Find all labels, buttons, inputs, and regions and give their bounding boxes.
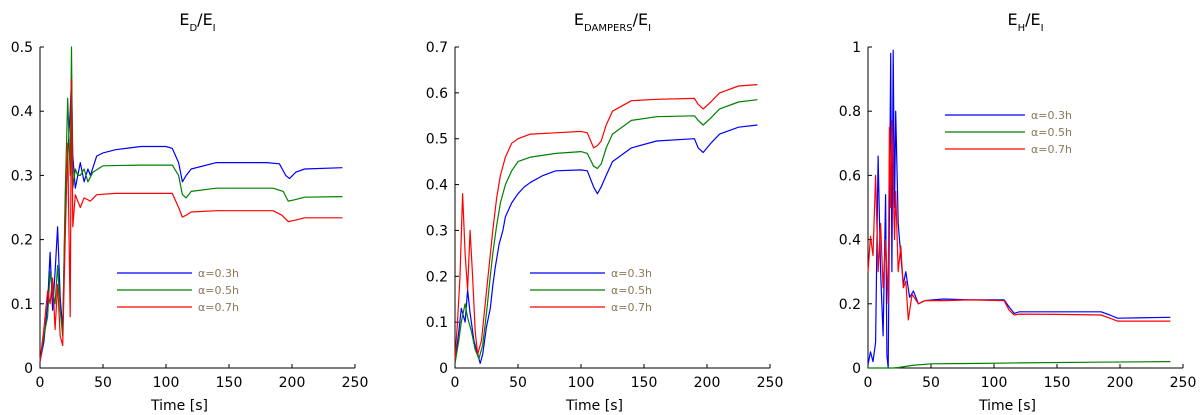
x-tick-label: 150	[216, 375, 243, 391]
x-tick-label: 150	[1044, 375, 1071, 391]
x-axis-label: Time [s]	[565, 398, 623, 414]
chart-title: ED/EI	[179, 10, 215, 34]
series-line-2	[868, 361, 1171, 369]
series-line-3	[39, 78, 343, 362]
y-tick-label: 0.2	[426, 269, 448, 285]
title-slash: /E	[1025, 10, 1041, 29]
y-tick-label: 0.5	[11, 40, 33, 56]
y-tick-label: 0.4	[426, 178, 448, 194]
x-tick-label: 100	[153, 375, 180, 391]
x-tick-label: 100	[981, 375, 1008, 391]
series-line-1	[39, 78, 343, 362]
x-tick-label: 200	[279, 375, 306, 391]
series-line-2	[39, 46, 343, 362]
title-main: E	[1007, 10, 1017, 29]
chart-1: ED/EI 0 50 100 150 200 250 0 0.1 0.2 0.3 0.4 0.5 Time…	[11, 10, 369, 414]
x-tick-label: 0	[864, 375, 873, 391]
legend-label-1: α=0.3h	[611, 267, 652, 280]
chart-title: EDAMPERS/EI	[574, 10, 651, 34]
axes	[867, 47, 1183, 369]
x-tick-label: 0	[451, 375, 460, 391]
title-main-sub: DAMPERS	[584, 23, 633, 34]
y-tick-label: 0	[852, 361, 861, 377]
axes	[39, 47, 355, 369]
series-line-3	[454, 84, 758, 359]
legend-label-1: α=0.3h	[1031, 109, 1072, 122]
x-tick-label: 150	[631, 375, 658, 391]
title-main: E	[574, 10, 584, 29]
y-tick-label: 0.6	[426, 86, 448, 102]
legend: α=0.3h α=0.5h α=0.7h	[530, 267, 652, 314]
y-tick-label: 0.4	[839, 233, 861, 249]
legend-label-1: α=0.3h	[198, 267, 239, 280]
title-den-sub: I	[648, 23, 651, 34]
legend-label-2: α=0.5h	[198, 284, 239, 297]
x-tick-label: 100	[568, 375, 595, 391]
x-tick-label: 50	[509, 375, 527, 391]
chart-2: EDAMPERS/EI 0 50 100 150 200 250 0 0.1 0.2 0.3 0.4 0…	[426, 10, 784, 414]
title-main-sub: D	[189, 23, 197, 34]
y-tick-label: 0.1	[426, 315, 448, 331]
chart-title: EH/EI	[1007, 10, 1043, 34]
y-tick-label: 0.3	[11, 168, 33, 184]
x-tick-label: 200	[1107, 375, 1134, 391]
legend-label-3: α=0.7h	[611, 301, 652, 314]
y-tick-label: 0.5	[426, 132, 448, 148]
legend-label-3: α=0.7h	[198, 301, 239, 314]
y-tick-label: 0.6	[839, 168, 861, 184]
y-tick-label: 0.8	[839, 104, 861, 120]
y-tick-label: 0.2	[839, 297, 861, 313]
y-tick-label: 0	[439, 361, 448, 377]
x-axis-label: Time [s]	[150, 398, 208, 414]
y-tick-label: 0.2	[11, 233, 33, 249]
series-line-1	[454, 124, 758, 364]
x-tick-label: 250	[1170, 375, 1197, 391]
y-tick-label: 0.3	[426, 223, 448, 239]
x-tick-label: 250	[757, 375, 784, 391]
y-tick-label: 1	[852, 40, 861, 56]
legend-label-3: α=0.7h	[1031, 143, 1072, 156]
y-tick-label: 0	[24, 361, 33, 377]
x-tick-label: 0	[36, 375, 45, 391]
y-tick-label: 0.4	[11, 104, 33, 120]
y-tick-label: 0.7	[426, 40, 448, 56]
x-tick-label: 250	[342, 375, 369, 391]
chart-3: EH/EI 0 50 100 150 200 250 0 0.2 0.4 0.6 0.8 1 Time […	[839, 10, 1197, 414]
y-tick-label: 0.1	[11, 297, 33, 313]
x-axis-label: Time [s]	[978, 398, 1036, 414]
axes	[454, 47, 770, 369]
x-tick-label: 200	[694, 375, 721, 391]
legend-label-2: α=0.5h	[1031, 126, 1072, 139]
title-den-sub: I	[213, 23, 216, 34]
title-main: E	[179, 10, 189, 29]
title-slash: /E	[197, 10, 213, 29]
x-tick-label: 50	[922, 375, 940, 391]
series-line-1	[867, 49, 1171, 369]
x-tick-label: 50	[94, 375, 112, 391]
series-line-2	[454, 99, 758, 364]
title-main-sub: H	[1018, 23, 1026, 34]
legend: α=0.3h α=0.5h α=0.7h	[945, 109, 1072, 156]
title-slash: /E	[633, 10, 649, 29]
series-line-3	[867, 120, 1171, 322]
legend: α=0.3h α=0.5h α=0.7h	[117, 267, 239, 314]
title-den-sub: I	[1041, 23, 1044, 34]
legend-label-2: α=0.5h	[611, 284, 652, 297]
